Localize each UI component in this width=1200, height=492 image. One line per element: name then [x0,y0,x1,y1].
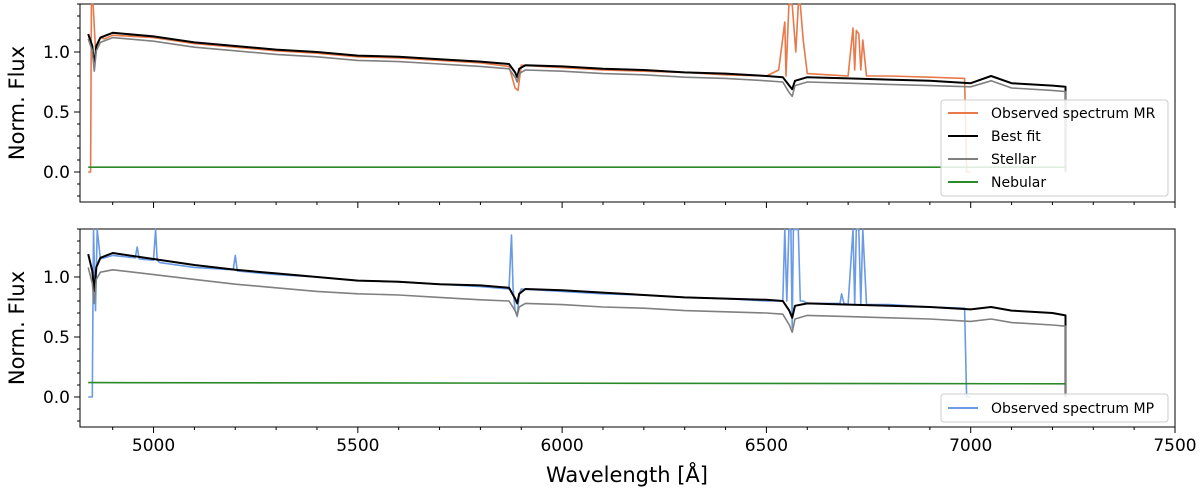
top-panel: 0.0 0.5 1.0 Norm. Flux Observed spectrum M… [5,3,1176,208]
top-panel-y-ticks: 0.0 0.5 1.0 [43,3,80,197]
bottom-y-tick-label: 0.5 [43,328,70,348]
bottom-x-tick-label: 7500 [1153,436,1196,456]
bottom-series-nebular [88,381,1066,385]
top-legend-box [940,99,1169,197]
legend-label-nebular: Nebular [991,175,1046,191]
top-panel-legend: Observed spectrum MR Best fit Stellar Ne… [940,99,1169,197]
bottom-panel: 0.0 0.5 1.0 5000 5500 6000 6500 7000 7500 Norm.… [5,228,1197,487]
bottom-series-best-fit [87,252,1067,397]
top-panel-x-ticks [112,202,1176,208]
bottom-panel-x-ticks: 5000 5500 6000 6500 7000 7500 [112,427,1197,456]
bottom-x-tick-label: 5000 [132,436,175,456]
bottom-x-tick-label: 7000 [949,436,992,456]
bottom-panel-series [87,228,1067,398]
top-y-tick-label: 0.0 [43,163,70,183]
bottom-series-observed-spectrum-mp [88,228,971,398]
bottom-series-stellar [87,267,1067,397]
top-panel-frame [79,3,1176,203]
x-axis-label: Wavelength [Å] [546,461,708,487]
bottom-panel-y-axis-label: Norm. Flux [5,271,29,385]
bottom-x-tick-label: 6500 [745,436,788,456]
bottom-legend-box [940,393,1169,423]
bottom-panel-frame [79,228,1176,428]
legend-label-best-fit: Best fit [991,129,1041,145]
top-panel-series [87,3,1067,173]
top-series-observed-spectrum-mr [88,3,971,173]
bottom-y-tick-label: 0.0 [43,388,70,408]
top-y-tick-label: 0.5 [43,103,70,123]
bottom-x-tick-label: 6000 [540,436,583,456]
top-series-stellar [87,36,1067,172]
bottom-x-tick-label: 5500 [336,436,379,456]
legend-label-stellar: Stellar [991,152,1036,168]
top-series-best-fit [87,31,1067,172]
legend-label-observed-mr: Observed spectrum MR [991,106,1156,122]
top-panel-y-axis-label: Norm. Flux [5,46,29,160]
bottom-y-tick-label: 1.0 [43,268,70,288]
legend-label-observed-mp: Observed spectrum MP [991,401,1154,417]
bottom-panel-legend: Observed spectrum MP [940,393,1169,423]
top-y-tick-label: 1.0 [43,43,70,63]
bottom-panel-y-ticks: 0.0 0.5 1.0 [43,228,80,422]
